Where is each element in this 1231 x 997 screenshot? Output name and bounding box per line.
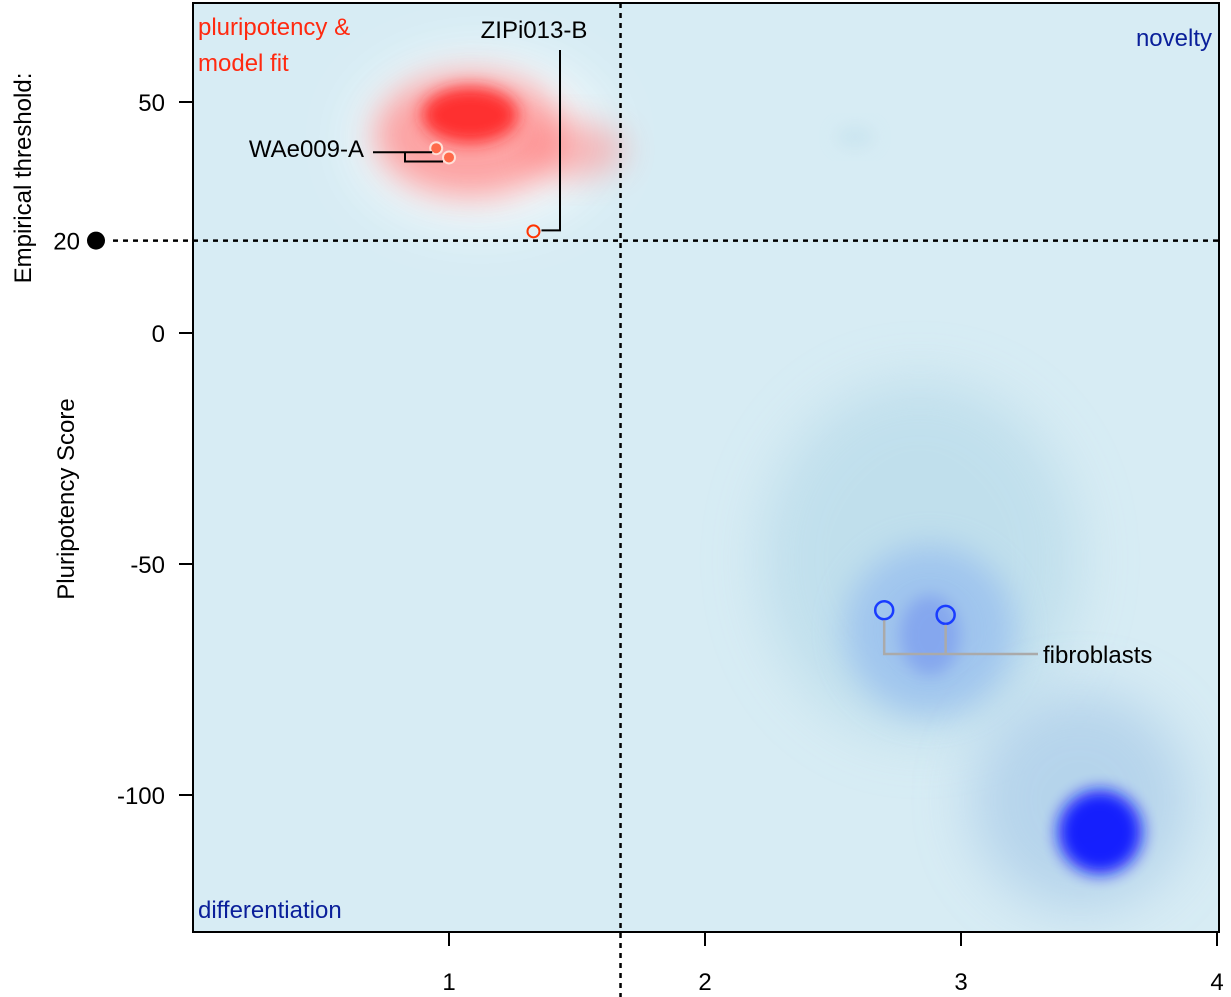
pluripotent-point (442, 150, 456, 165)
fibroblast-point (873, 599, 895, 621)
fibroblast-point (935, 604, 956, 626)
quadrant-label-top-left-line1: pluripotency & (198, 14, 350, 41)
y-tick-label: -50 (130, 552, 165, 579)
density-layer (360, 60, 1190, 910)
wae009-connector-branch (404, 152, 443, 163)
axes: 1 2 3 4 50 0 -50 -100 (117, 90, 1224, 996)
quadrant-labels: pluripotency & model fit novelty differe… (198, 14, 1212, 924)
y-tick-label: -100 (117, 783, 165, 810)
quadrant-label-top-right: novelty (1136, 25, 1212, 52)
density-red-right (525, 122, 625, 178)
data-points (429, 141, 956, 626)
density-red-core (422, 87, 518, 143)
pluripotent-point (526, 224, 541, 239)
density-blue-core (1058, 790, 1142, 874)
threshold-lines: 20 (53, 3, 1219, 997)
y-tick-label: 50 (138, 90, 165, 117)
zipi013-label: ZIPi013-B (481, 17, 588, 44)
annotations: WAe009-A ZIPi013-B fibroblasts (249, 17, 1153, 669)
wae009-label: WAe009-A (249, 136, 364, 163)
x-tick-label: 4 (1210, 969, 1223, 996)
fibroblast-connector (882, 620, 1038, 656)
density-faint-spot (835, 125, 875, 149)
x-tick-label: 2 (698, 969, 711, 996)
x-tick-label: 3 (954, 969, 967, 996)
threshold-value-label: 20 (53, 229, 80, 256)
y-tick-label: 0 (152, 321, 165, 348)
pluripotent-point (429, 141, 444, 156)
y-axis-label: Pluripotency Score (53, 398, 80, 599)
zipi013-connector (541, 50, 561, 232)
quadrant-label-top-left-line2: model fit (198, 50, 289, 77)
threshold-marker (87, 231, 105, 250)
fibroblasts-label: fibroblasts (1043, 642, 1152, 669)
quadrant-label-bottom-left: differentiation (198, 897, 342, 924)
threshold-label: Empirical threshold: (10, 73, 37, 284)
plot-frame (192, 2, 1220, 933)
x-tick-label: 1 (442, 969, 455, 996)
